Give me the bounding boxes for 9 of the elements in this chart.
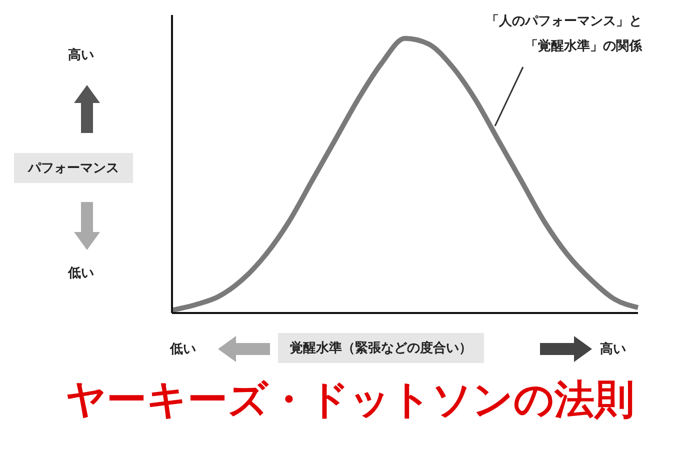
text: ヤーキーズ・ドットソンの法則 — [64, 376, 636, 425]
text: 「人のパフォーマンス」と — [486, 13, 642, 30]
annotation: 「覚醒水準」の関係 — [525, 38, 642, 55]
y-axis-title: パフォーマンス — [14, 153, 133, 183]
x-axis-title: 覚醒水準（緊張などの度合い） — [278, 333, 484, 363]
text: 低い — [68, 265, 94, 282]
text: 高い — [68, 46, 94, 64]
text: 高い — [600, 340, 626, 358]
text: 低い — [170, 341, 196, 358]
